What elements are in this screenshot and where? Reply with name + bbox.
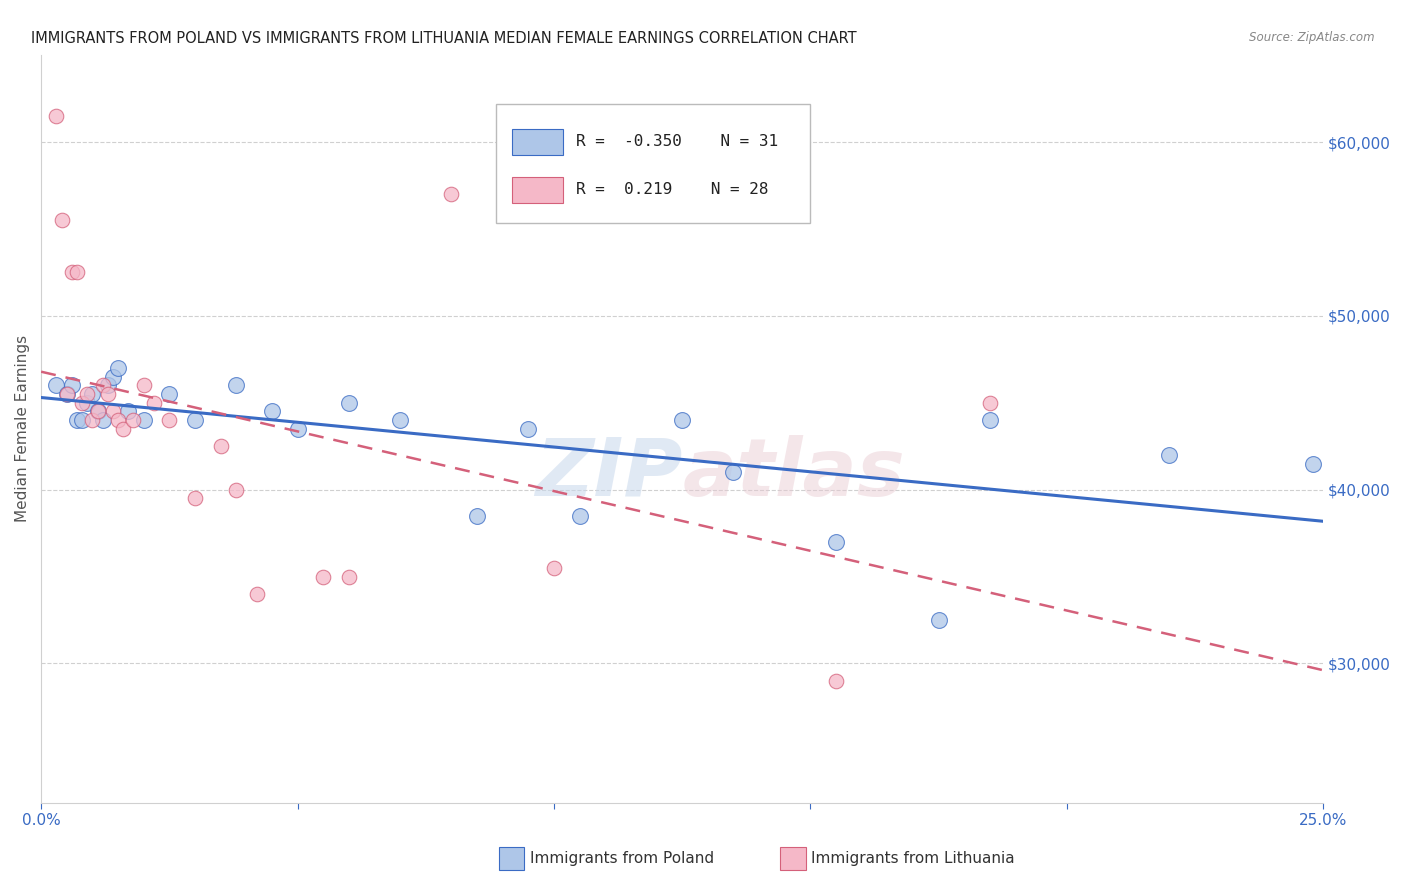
Point [209,439,232,453]
Text: Source: ZipAtlas.com: Source: ZipAtlas.com [1250,31,1375,45]
Point [517,422,540,436]
Point [97,378,120,392]
Point [1159,448,1181,462]
Point [825,673,848,688]
Point [45,378,67,392]
Point [389,413,412,427]
Point [465,508,488,523]
Point [91,378,114,392]
Point [97,387,120,401]
Point [82,387,104,401]
Text: Immigrants from Lithuania: Immigrants from Lithuania [811,852,1015,866]
Point [91,413,114,427]
Bar [512,128,562,155]
Point [76,396,98,410]
Point [117,404,139,418]
Point [55,387,77,401]
Point [70,396,93,410]
Point [440,187,463,202]
Point [82,413,104,427]
Point [723,465,745,479]
Point [86,404,108,418]
Point [70,413,93,427]
Point [66,265,89,279]
Point [260,404,283,418]
Bar [512,177,562,203]
Point [184,413,207,427]
Point [112,422,135,436]
Point [225,483,247,497]
Point [157,413,180,427]
Point [51,213,73,227]
Point [107,413,129,427]
Point [979,396,1001,410]
Point [107,361,129,376]
Point [671,413,693,427]
Point [287,422,309,436]
Text: R =  0.219    N = 28: R = 0.219 N = 28 [576,182,768,197]
Point [122,413,145,427]
Point [60,265,83,279]
Y-axis label: Median Female Earnings: Median Female Earnings [15,335,30,523]
Point [101,404,124,418]
Point [979,413,1001,427]
Point [132,413,155,427]
Text: Immigrants from Poland: Immigrants from Poland [530,852,714,866]
Point [142,396,165,410]
Point [543,561,565,575]
Point [928,613,950,627]
Point [568,508,591,523]
Point [312,569,335,583]
Point [60,378,83,392]
Point [184,491,207,506]
Point [66,413,89,427]
Point [245,587,267,601]
Point [1302,457,1324,471]
Point [55,387,77,401]
Text: IMMIGRANTS FROM POLAND VS IMMIGRANTS FROM LITHUANIA MEDIAN FEMALE EARNINGS CORRE: IMMIGRANTS FROM POLAND VS IMMIGRANTS FRO… [31,31,856,46]
Point [225,378,247,392]
Point [825,534,848,549]
Point [337,569,360,583]
Text: ZIP: ZIP [534,434,682,513]
Point [157,387,180,401]
Point [76,387,98,401]
Point [337,396,360,410]
Point [132,378,155,392]
Text: atlas: atlas [682,434,905,513]
Point [101,369,124,384]
Point [86,404,108,418]
Point [45,109,67,123]
Text: R =  -0.350    N = 31: R = -0.350 N = 31 [576,135,778,150]
FancyBboxPatch shape [496,103,810,223]
